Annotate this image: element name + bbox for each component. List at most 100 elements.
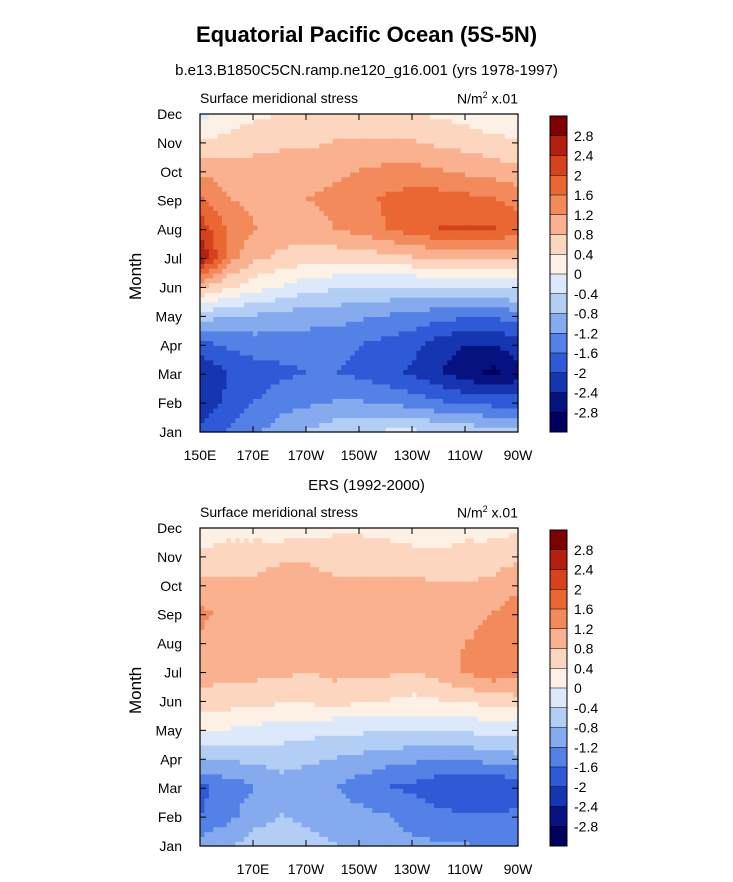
heatmap-cell [213, 427, 219, 433]
heatmap-cell [381, 239, 387, 245]
heatmap-cell [235, 133, 241, 139]
heatmap-cell [261, 398, 267, 404]
heatmap-cell [434, 253, 440, 260]
heatmap-cell [270, 321, 276, 327]
heatmap-cell [204, 369, 210, 375]
heatmap-cell [328, 316, 334, 322]
heatmap-cell [420, 836, 426, 842]
heatmap-cell [301, 403, 307, 409]
heatmap-cell [478, 374, 484, 380]
heatmap-cell [491, 268, 497, 274]
heatmap-cell [248, 287, 254, 293]
heatmap-cell [367, 152, 373, 158]
heatmap-cell [341, 147, 347, 154]
heatmap-cell [204, 210, 210, 216]
heatmap-cell [460, 292, 466, 298]
heatmap-cell [385, 321, 391, 327]
heatmap-cell [456, 841, 462, 847]
heatmap-cell [389, 311, 395, 317]
heatmap-cell [208, 248, 214, 255]
heatmap-cell [261, 321, 267, 327]
heatmap-cell [283, 316, 289, 322]
heatmap-cell [509, 311, 515, 317]
heatmap-cell [200, 224, 206, 231]
heatmap-cell [504, 412, 510, 419]
heatmap-cell [381, 171, 387, 178]
heatmap-cell [469, 258, 475, 264]
heatmap-cell [292, 427, 298, 433]
heatmap-cell [328, 412, 334, 419]
heatmap-cell [442, 354, 448, 361]
heatmap-cell [283, 133, 289, 139]
heatmap-cell [350, 273, 356, 279]
heatmap-cell [244, 422, 250, 428]
heatmap-cell [500, 118, 506, 125]
heatmap-cell [385, 205, 391, 211]
heatmap-cell [275, 297, 281, 303]
heatmap-cell [306, 340, 312, 346]
heatmap-cell [359, 147, 365, 154]
heatmap-cell [363, 306, 369, 313]
heatmap-cell [261, 263, 267, 269]
heatmap-cell [460, 229, 466, 236]
heatmap-cell [495, 403, 501, 409]
heatmap-cell [381, 301, 387, 308]
heatmap-cell [407, 374, 413, 380]
heatmap-cell [412, 422, 418, 428]
heatmap-cell [354, 306, 360, 313]
heatmap-cell [332, 427, 338, 433]
heatmap-cell [447, 282, 453, 289]
heatmap-cell [200, 316, 206, 322]
heatmap-cell [460, 417, 466, 423]
heatmap-cell [447, 176, 453, 183]
heatmap-cell [310, 195, 316, 202]
heatmap-cell [487, 306, 493, 313]
heatmap-cell [407, 234, 413, 240]
heatmap-cell [465, 224, 471, 231]
heatmap-cell [447, 253, 453, 260]
heatmap-cell [328, 234, 334, 240]
heatmap-cell [416, 215, 422, 221]
heatmap-cell [367, 841, 373, 847]
heatmap-cell [359, 841, 365, 847]
heatmap-cell [385, 138, 391, 144]
heatmap-cell [381, 147, 387, 154]
heatmap-cell [478, 403, 484, 409]
heatmap-cell [301, 133, 307, 139]
heatmap-cell [447, 263, 453, 269]
heatmap-cell [261, 181, 267, 187]
heatmap-cell [208, 181, 214, 187]
heatmap-cell [469, 239, 475, 245]
heatmap-cell [420, 335, 426, 342]
heatmap-cell [429, 841, 435, 847]
heatmap-cell [213, 157, 219, 163]
heatmap-cell [509, 340, 515, 346]
heatmap-cell [323, 123, 329, 130]
heatmap-cell [407, 176, 413, 183]
heatmap-cell [283, 253, 289, 260]
heatmap-cell [257, 841, 263, 847]
heatmap-cell [495, 205, 501, 211]
heatmap-cell [261, 239, 267, 245]
heatmap-cell [297, 162, 303, 168]
heatmap-cell [429, 326, 435, 332]
heatmap-cell [341, 297, 347, 303]
heatmap-cell [460, 147, 466, 154]
heatmap-cell [385, 379, 391, 385]
heatmap-cell [482, 335, 488, 342]
heatmap-cell [301, 383, 307, 390]
heatmap-cell [372, 157, 378, 163]
heatmap-cell [367, 263, 373, 269]
heatmap-cell [306, 220, 312, 226]
heatmap-cell [376, 412, 382, 419]
heatmap-cell [310, 210, 316, 216]
heatmap-cell [487, 301, 493, 308]
heatmap-cell [332, 364, 338, 370]
heatmap-cell [363, 282, 369, 289]
heatmap-cell [213, 350, 219, 356]
heatmap-cell [420, 167, 426, 173]
heatmap-cell [204, 142, 210, 149]
heatmap-cell [407, 167, 413, 173]
heatmap-cell [363, 152, 369, 158]
heatmap-cell [222, 350, 228, 356]
